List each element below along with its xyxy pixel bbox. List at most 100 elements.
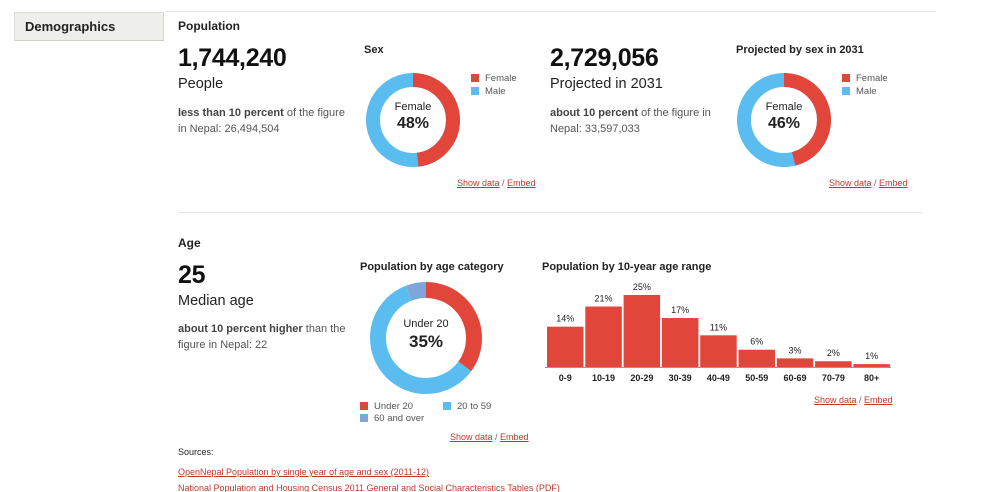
source-link-census[interactable]: National Population and Housing Census 2…: [178, 478, 560, 492]
age-donut-center: Under 20 35%: [396, 318, 456, 352]
link-separator: /: [499, 178, 508, 188]
top-divider: [166, 11, 936, 12]
projected-chart-links: Show data / Embed: [829, 178, 908, 188]
show-data-link[interactable]: Show data: [457, 178, 500, 188]
legend-male: Male: [842, 86, 877, 97]
bar-value-label: 21%: [595, 294, 613, 304]
embed-link[interactable]: Embed: [507, 178, 536, 188]
bar-value-label: 2%: [827, 348, 840, 358]
age-comparison: about 10 percent higher than the figure …: [178, 321, 348, 353]
population-count: 1,744,240: [178, 44, 287, 72]
comparison-emphasis: about 10 percent higher: [178, 323, 303, 335]
legend-swatch-red: [360, 402, 368, 410]
legend-label: Male: [856, 86, 877, 97]
link-separator: /: [856, 395, 865, 405]
population-count-label: People: [178, 76, 224, 92]
source-link-opennepal[interactable]: OpenNepal Population by single year of a…: [178, 462, 429, 480]
bar-category-label: 50-59: [745, 373, 768, 383]
legend-label: Female: [485, 73, 517, 84]
age-section-title: Age: [178, 236, 201, 250]
female-segment: [366, 73, 460, 167]
legend-label: Male: [485, 86, 506, 97]
comparison-emphasis: about 10 percent: [550, 107, 639, 119]
legend-swatch-red: [471, 74, 479, 82]
sex-donut-center: Female 48%: [385, 101, 441, 133]
bar-category-label: 80+: [864, 373, 879, 383]
show-data-link[interactable]: Show data: [814, 395, 857, 405]
bar-value-label: 17%: [671, 305, 689, 315]
donut-center-label: Under 20: [403, 318, 449, 330]
projected-chart-title: Projected by sex in 2031: [736, 44, 864, 56]
female-segment: [737, 73, 831, 167]
legend-label: 60 and over: [374, 413, 425, 424]
bar-10-19: [585, 306, 622, 367]
bar-value-label: 1%: [865, 351, 878, 361]
bar-category-label: 60-69: [784, 373, 807, 383]
legend-60-and-over: 60 and over: [360, 413, 424, 424]
bar-category-label: 20-29: [630, 373, 653, 383]
embed-link[interactable]: Embed: [500, 432, 529, 442]
population-comparison: less than 10 percent of the figure in Ne…: [178, 105, 353, 137]
bar-20-29: [623, 295, 661, 367]
bar-category-label: 40-49: [707, 373, 730, 383]
bar-category-label: 70-79: [822, 373, 845, 383]
bar-60-69: [776, 358, 814, 367]
donut-center-value: 46%: [767, 115, 801, 132]
donut-center-label: Female: [394, 101, 432, 113]
legend-swatch-blue: [842, 87, 850, 95]
legend-swatch-slate: [360, 414, 368, 422]
legend-swatch-red: [842, 74, 850, 82]
donut-center-value: 35%: [408, 332, 444, 351]
projected-donut-center: Female 46%: [756, 101, 812, 133]
source-link-text[interactable]: National Population and Housing Census 2…: [178, 483, 560, 492]
bar-70-79: [815, 361, 852, 367]
median-age: 25: [178, 261, 206, 289]
sources-label: Sources:: [178, 447, 214, 457]
sex-chart-links: Show data / Embed: [457, 178, 536, 188]
projected-count: 2,729,056: [550, 44, 659, 72]
projected-donut-chart: [737, 73, 831, 167]
projected-comparison: about 10 percent of the figure in Nepal:…: [550, 105, 725, 137]
legend-label: Under 20: [374, 401, 414, 412]
embed-link[interactable]: Embed: [864, 395, 893, 405]
population-section-title: Population: [178, 19, 240, 33]
donut-center-label: Female: [765, 101, 803, 113]
age-segment-60-and-over: [370, 282, 482, 394]
comparison-text: than the figure in Nepal: 22: [178, 323, 346, 351]
age-range-chart-title: Population by 10-year age range: [542, 261, 712, 273]
bar-category-label: 30-39: [669, 373, 692, 383]
link-separator: /: [492, 432, 501, 442]
legend-label: Female: [856, 73, 888, 84]
bar-50-59: [738, 349, 775, 367]
legend-20-to-59: 20 to 59: [443, 401, 491, 412]
legend-swatch-blue: [471, 87, 479, 95]
legend-swatch-blue: [443, 402, 451, 410]
bar-30-39: [661, 318, 699, 367]
tab-label: Demographics: [25, 19, 116, 34]
comparison-emphasis: less than 10 percent: [178, 107, 284, 119]
donut-center-value: 48%: [396, 115, 430, 132]
bar-value-label: 11%: [710, 322, 727, 332]
projected-count-label: Projected in 2031: [550, 76, 663, 92]
age-category-links: Show data / Embed: [450, 432, 529, 442]
sex-chart-title: Sex: [364, 44, 384, 56]
bar-40-49: [700, 335, 737, 367]
legend-female: Female: [471, 73, 517, 84]
source-link-text[interactable]: OpenNepal Population by single year of a…: [178, 467, 429, 477]
age-category-donut-chart: [370, 282, 482, 394]
comparison-text: of the figure in Nepal: 26,494,504: [178, 107, 345, 135]
age-segment-20-to-59: [370, 282, 482, 394]
bar-category-label: 0-9: [559, 373, 572, 383]
show-data-link[interactable]: Show data: [829, 178, 872, 188]
tab-demographics[interactable]: Demographics: [14, 12, 164, 41]
bar-value-label: 14%: [556, 314, 574, 324]
legend-under-20: Under 20: [360, 401, 413, 412]
show-data-link[interactable]: Show data: [450, 432, 493, 442]
median-age-label: Median age: [178, 293, 254, 309]
bar-0-9: [547, 326, 584, 367]
legend-label: 20 to 59: [457, 401, 492, 412]
bar-value-label: 6%: [750, 337, 763, 347]
embed-link[interactable]: Embed: [879, 178, 908, 188]
section-divider: [178, 212, 922, 213]
bar-value-label: 25%: [633, 282, 651, 292]
